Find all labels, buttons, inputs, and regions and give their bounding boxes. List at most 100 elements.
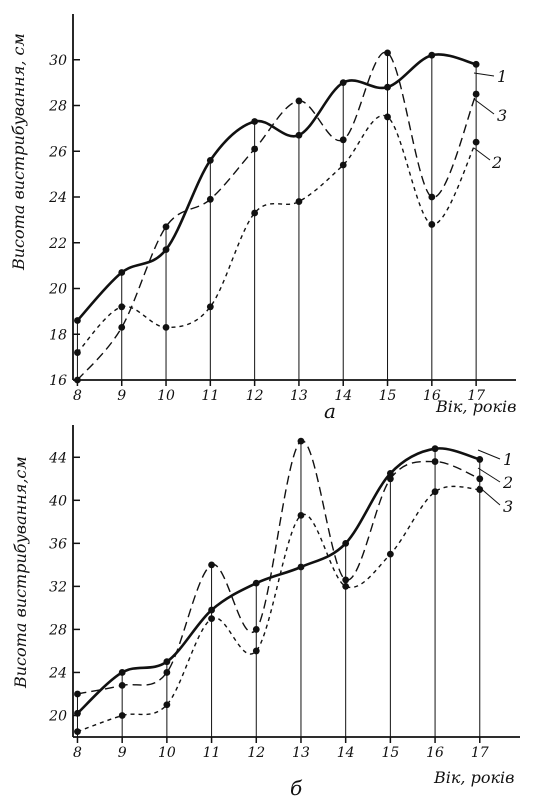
data-point <box>384 113 391 121</box>
series-labels-b: 1 2 3 <box>477 449 513 516</box>
data-point <box>162 246 170 254</box>
x-tick-label: 10 <box>158 745 176 761</box>
data-point <box>386 470 394 477</box>
y-tick-label: 36 <box>49 536 67 552</box>
data-point <box>74 349 81 356</box>
series-3 <box>74 49 480 384</box>
data-point <box>118 681 126 689</box>
data-point <box>118 669 126 676</box>
series-line <box>77 440 481 695</box>
x-ticks-b: 8 9 10 11 12 13 14 15 16 17 <box>73 737 489 761</box>
series-label-b-2: 2 <box>502 473 513 492</box>
data-point <box>339 136 347 144</box>
data-point <box>74 376 81 384</box>
series-line <box>76 447 481 715</box>
data-point <box>74 709 81 717</box>
data-point <box>163 701 171 709</box>
series-label-b-1: 1 <box>503 450 513 469</box>
drop-lines-a <box>76 52 477 380</box>
data-point <box>74 690 81 698</box>
y-tick-label: 20 <box>48 708 67 724</box>
series-line <box>76 51 477 381</box>
data-point <box>251 209 259 217</box>
data-point <box>118 303 126 311</box>
y-tick-label: 16 <box>49 373 67 389</box>
x-tick-label: 12 <box>247 745 265 761</box>
data-point <box>297 511 305 519</box>
data-point <box>386 475 394 483</box>
data-point <box>252 647 260 655</box>
y-tick-label: 20 <box>48 282 67 298</box>
x-tick-label: 17 <box>467 388 485 404</box>
x-tick-label: 14 <box>337 745 355 761</box>
data-point <box>295 131 303 139</box>
data-point <box>118 712 126 719</box>
data-point <box>339 161 347 169</box>
data-point <box>295 198 303 205</box>
y-axis-label-a: Висота вистрибування, см <box>9 33 28 271</box>
data-point <box>206 157 214 164</box>
data-point <box>476 486 484 493</box>
data-point <box>386 550 394 558</box>
x-tick-label: 9 <box>118 745 127 761</box>
y-ticks-b: 20 24 28 32 36 40 44 <box>48 450 80 724</box>
data-point <box>162 223 170 231</box>
leader-b-2 <box>477 467 501 483</box>
y-ticks-a: 16 18 20 22 24 26 28 30 <box>48 53 80 389</box>
x-tick-label: 16 <box>423 388 441 404</box>
x-tick-label: 11 <box>201 388 219 404</box>
x-tick-label: 8 <box>73 388 82 404</box>
data-point <box>476 475 484 483</box>
data-point <box>118 323 126 331</box>
series-2 <box>74 113 480 356</box>
x-tick-label: 12 <box>246 388 264 404</box>
data-point <box>428 193 436 201</box>
data-point <box>295 97 303 105</box>
y-tick-label: 26 <box>48 144 67 160</box>
panel-label-b: б <box>290 776 303 800</box>
data-point <box>162 323 170 331</box>
data-point <box>74 317 81 324</box>
data-point <box>428 51 436 59</box>
data-point <box>208 561 215 569</box>
data-point <box>118 269 126 276</box>
data-point <box>163 669 171 676</box>
x-tick-label: 8 <box>73 745 82 761</box>
data-point <box>472 138 480 146</box>
y-tick-label: 24 <box>48 190 67 206</box>
leader-a-2 <box>473 147 491 161</box>
x-tick-label: 10 <box>157 388 175 404</box>
data-point <box>206 195 214 203</box>
series-group-a <box>74 49 480 384</box>
x-axis-label-a: Вік, років <box>435 397 516 416</box>
series-labels-a: 1 3 2 <box>473 67 507 172</box>
series-label-b-3: 3 <box>503 497 513 516</box>
data-point <box>431 458 439 465</box>
x-tick-label: 15 <box>381 745 399 761</box>
x-tick-label: 15 <box>379 388 397 404</box>
series-label-a-2: 2 <box>491 153 502 172</box>
data-point <box>297 437 305 445</box>
panel-label-a: а <box>324 399 336 423</box>
data-point <box>163 658 171 666</box>
x-ticks-a: 8 9 10 11 12 13 14 15 16 17 <box>73 380 485 404</box>
data-point <box>476 456 484 463</box>
data-point <box>206 303 214 311</box>
y-tick-label: 28 <box>48 99 67 115</box>
data-point <box>208 615 215 623</box>
series-line <box>77 485 480 733</box>
leader-a-3 <box>473 98 495 115</box>
data-point <box>74 728 81 736</box>
x-tick-label: 13 <box>292 745 310 761</box>
data-point <box>428 221 436 228</box>
data-point <box>431 445 439 453</box>
y-tick-label: 32 <box>49 579 67 595</box>
data-point <box>384 83 391 91</box>
data-point <box>342 582 350 590</box>
data-point <box>297 563 305 571</box>
y-tick-label: 18 <box>49 327 67 343</box>
x-tick-label: 9 <box>117 388 126 404</box>
x-tick-label: 11 <box>203 745 221 761</box>
data-point <box>342 539 350 547</box>
